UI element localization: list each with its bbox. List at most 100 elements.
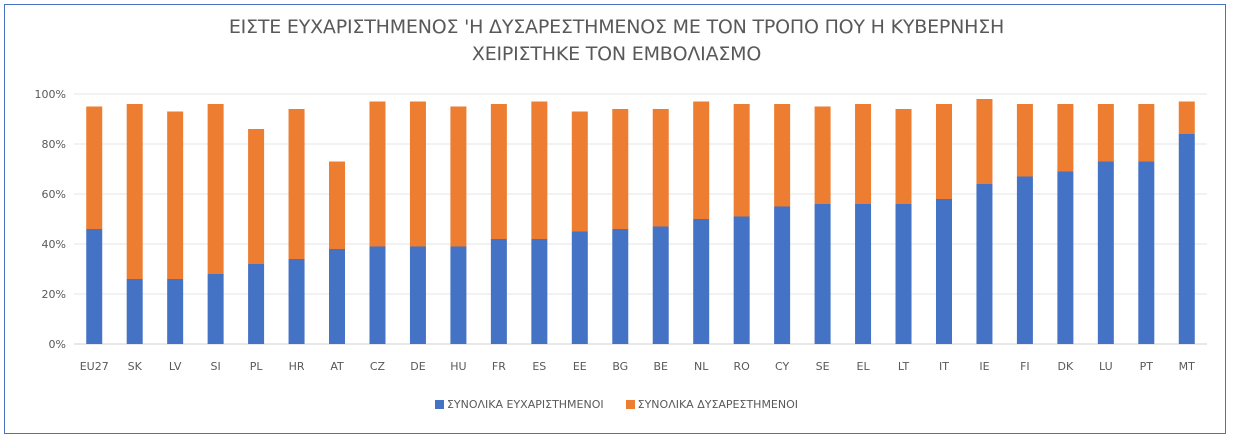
bar-dissatisfied xyxy=(369,101,386,247)
chart-title: ΕΙΣΤΕ ΕΥΧΑΡΙΣΤΗΜΕΝΟΣ 'Η ΔΥΣΑΡΕΣΤΗΜΕΝΟΣ Μ… xyxy=(0,14,1233,68)
bar-satisfied xyxy=(855,204,872,344)
bar-satisfied xyxy=(126,279,143,344)
x-tick-label: MT xyxy=(1179,360,1195,373)
x-tick-label: IE xyxy=(979,360,989,373)
x-tick-label: SE xyxy=(816,360,830,373)
x-tick-label: PT xyxy=(1140,360,1154,373)
bar-satisfied xyxy=(531,239,548,344)
bar-dissatisfied xyxy=(248,129,265,264)
bar-satisfied xyxy=(733,216,750,344)
y-tick-label: 0% xyxy=(49,338,66,351)
x-tick-label: EL xyxy=(857,360,871,373)
bar-satisfied xyxy=(652,226,669,344)
x-axis-ticks: EU27 SK LV SI PL HR AT CZ DE HU FR ES EE BG BE NL RO CY SE… xyxy=(80,360,1195,373)
x-tick-label: EE xyxy=(573,360,587,373)
bar-dissatisfied xyxy=(288,109,305,259)
bar-satisfied xyxy=(167,279,184,344)
x-tick-label: FR xyxy=(492,360,506,373)
bar-satisfied xyxy=(409,246,426,344)
bar-dissatisfied xyxy=(733,104,750,217)
bars xyxy=(86,99,1195,344)
bar-satisfied xyxy=(450,246,467,344)
bar-dissatisfied xyxy=(855,104,872,204)
bar-satisfied xyxy=(571,231,588,344)
legend-swatch-satisfied xyxy=(434,400,444,409)
bar-satisfied xyxy=(1057,171,1074,344)
gridlines xyxy=(74,93,1207,345)
bar-dissatisfied xyxy=(935,104,952,199)
bar-satisfied xyxy=(1016,176,1033,344)
x-tick-label: HU xyxy=(450,360,466,373)
bar-dissatisfied xyxy=(126,104,143,279)
bar-satisfied xyxy=(248,264,265,344)
x-tick-label: IT xyxy=(939,360,949,373)
bar-dissatisfied xyxy=(207,104,224,274)
x-tick-label: HR xyxy=(289,360,305,373)
bar-dissatisfied xyxy=(329,161,346,249)
x-tick-label: AT xyxy=(330,360,344,373)
bar-dissatisfied xyxy=(450,106,467,247)
bar-satisfied xyxy=(1138,161,1155,344)
x-tick-label: EU27 xyxy=(80,360,109,373)
legend: ΣΥΝΟΛΙΚΑ ΕΥΧΑΡΙΣΤΗΜΕΝΟΙ ΣΥΝΟΛΙΚΑ ΔΥΣΑΡΕΣ… xyxy=(0,398,1233,411)
bar-satisfied xyxy=(288,259,305,344)
bar-satisfied xyxy=(329,249,346,344)
bar-dissatisfied xyxy=(612,109,629,229)
x-tick-label: LU xyxy=(1099,360,1113,373)
x-tick-label: LV xyxy=(169,360,182,373)
chart-title-line-2: ΧΕΙΡΙΣΤΗΚΕ ΤΟΝ ΕΜΒΟΛΙΑΣΜΟ xyxy=(471,43,762,65)
bar-satisfied xyxy=(814,204,831,344)
legend-label-satisfied: ΣΥΝΟΛΙΚΑ ΕΥΧΑΡΙΣΤΗΜΕΝΟΙ xyxy=(446,398,604,411)
bar-dissatisfied xyxy=(571,111,588,232)
bar-satisfied xyxy=(1178,134,1195,344)
x-tick-label: CZ xyxy=(370,360,386,373)
x-tick-label: ES xyxy=(532,360,546,373)
bar-satisfied xyxy=(976,184,993,344)
bar-satisfied xyxy=(774,206,791,344)
bar-satisfied xyxy=(490,239,507,344)
bar-dissatisfied xyxy=(976,99,993,184)
bar-dissatisfied xyxy=(774,104,791,207)
bar-dissatisfied xyxy=(1138,104,1155,162)
y-tick-label: 80% xyxy=(42,138,66,151)
legend-item-dissatisfied: ΣΥΝΟΛΙΚΑ ΔΥΣΑΡΕΣΤΗΜΕΝΟΙ xyxy=(625,398,799,411)
y-tick-label: 40% xyxy=(42,238,66,251)
x-tick-label: CY xyxy=(775,360,789,373)
legend-item-satisfied: ΣΥΝΟΛΙΚΑ ΕΥΧΑΡΙΣΤΗΜΕΝΟΙ xyxy=(434,398,604,411)
x-tick-label: SK xyxy=(128,360,143,373)
x-tick-label: BG xyxy=(612,360,628,373)
bar-dissatisfied xyxy=(693,101,710,219)
bar-satisfied xyxy=(369,246,386,344)
bar-satisfied xyxy=(207,274,224,344)
x-tick-label: NL xyxy=(694,360,709,373)
bar-dissatisfied xyxy=(1097,104,1114,162)
bar-satisfied xyxy=(935,199,952,344)
chart-title-line-1: ΕΙΣΤΕ ΕΥΧΑΡΙΣΤΗΜΕΝΟΣ 'Η ΔΥΣΑΡΕΣΤΗΜΕΝΟΣ Μ… xyxy=(228,16,1005,38)
bar-dissatisfied xyxy=(814,106,831,204)
bar-dissatisfied xyxy=(86,106,103,229)
x-tick-label: BE xyxy=(653,360,668,373)
bar-dissatisfied xyxy=(1178,101,1195,134)
bar-dissatisfied xyxy=(167,111,184,279)
x-tick-label: LT xyxy=(898,360,910,373)
y-tick-label: 20% xyxy=(42,288,66,301)
x-tick-label: FI xyxy=(1020,360,1030,373)
bar-satisfied xyxy=(693,219,710,344)
bar-dissatisfied xyxy=(895,109,912,204)
bar-satisfied xyxy=(1097,161,1114,344)
x-tick-label: SI xyxy=(211,360,221,373)
bar-satisfied xyxy=(612,229,629,344)
y-tick-label: 60% xyxy=(42,188,66,201)
x-tick-label: PL xyxy=(250,360,264,373)
bar-dissatisfied xyxy=(490,104,507,239)
bar-satisfied xyxy=(86,229,103,344)
bar-dissatisfied xyxy=(531,101,548,239)
legend-label-dissatisfied: ΣΥΝΟΛΙΚΑ ΔΥΣΑΡΕΣΤΗΜΕΝΟΙ xyxy=(637,398,799,411)
bar-dissatisfied xyxy=(1057,104,1074,172)
legend-swatch-dissatisfied xyxy=(625,400,635,409)
bar-dissatisfied xyxy=(1016,104,1033,177)
y-axis-ticks: 0% 20% 40% 60% 80% 100% xyxy=(35,88,66,351)
x-tick-label: DK xyxy=(1058,360,1074,373)
bar-satisfied xyxy=(895,204,912,344)
